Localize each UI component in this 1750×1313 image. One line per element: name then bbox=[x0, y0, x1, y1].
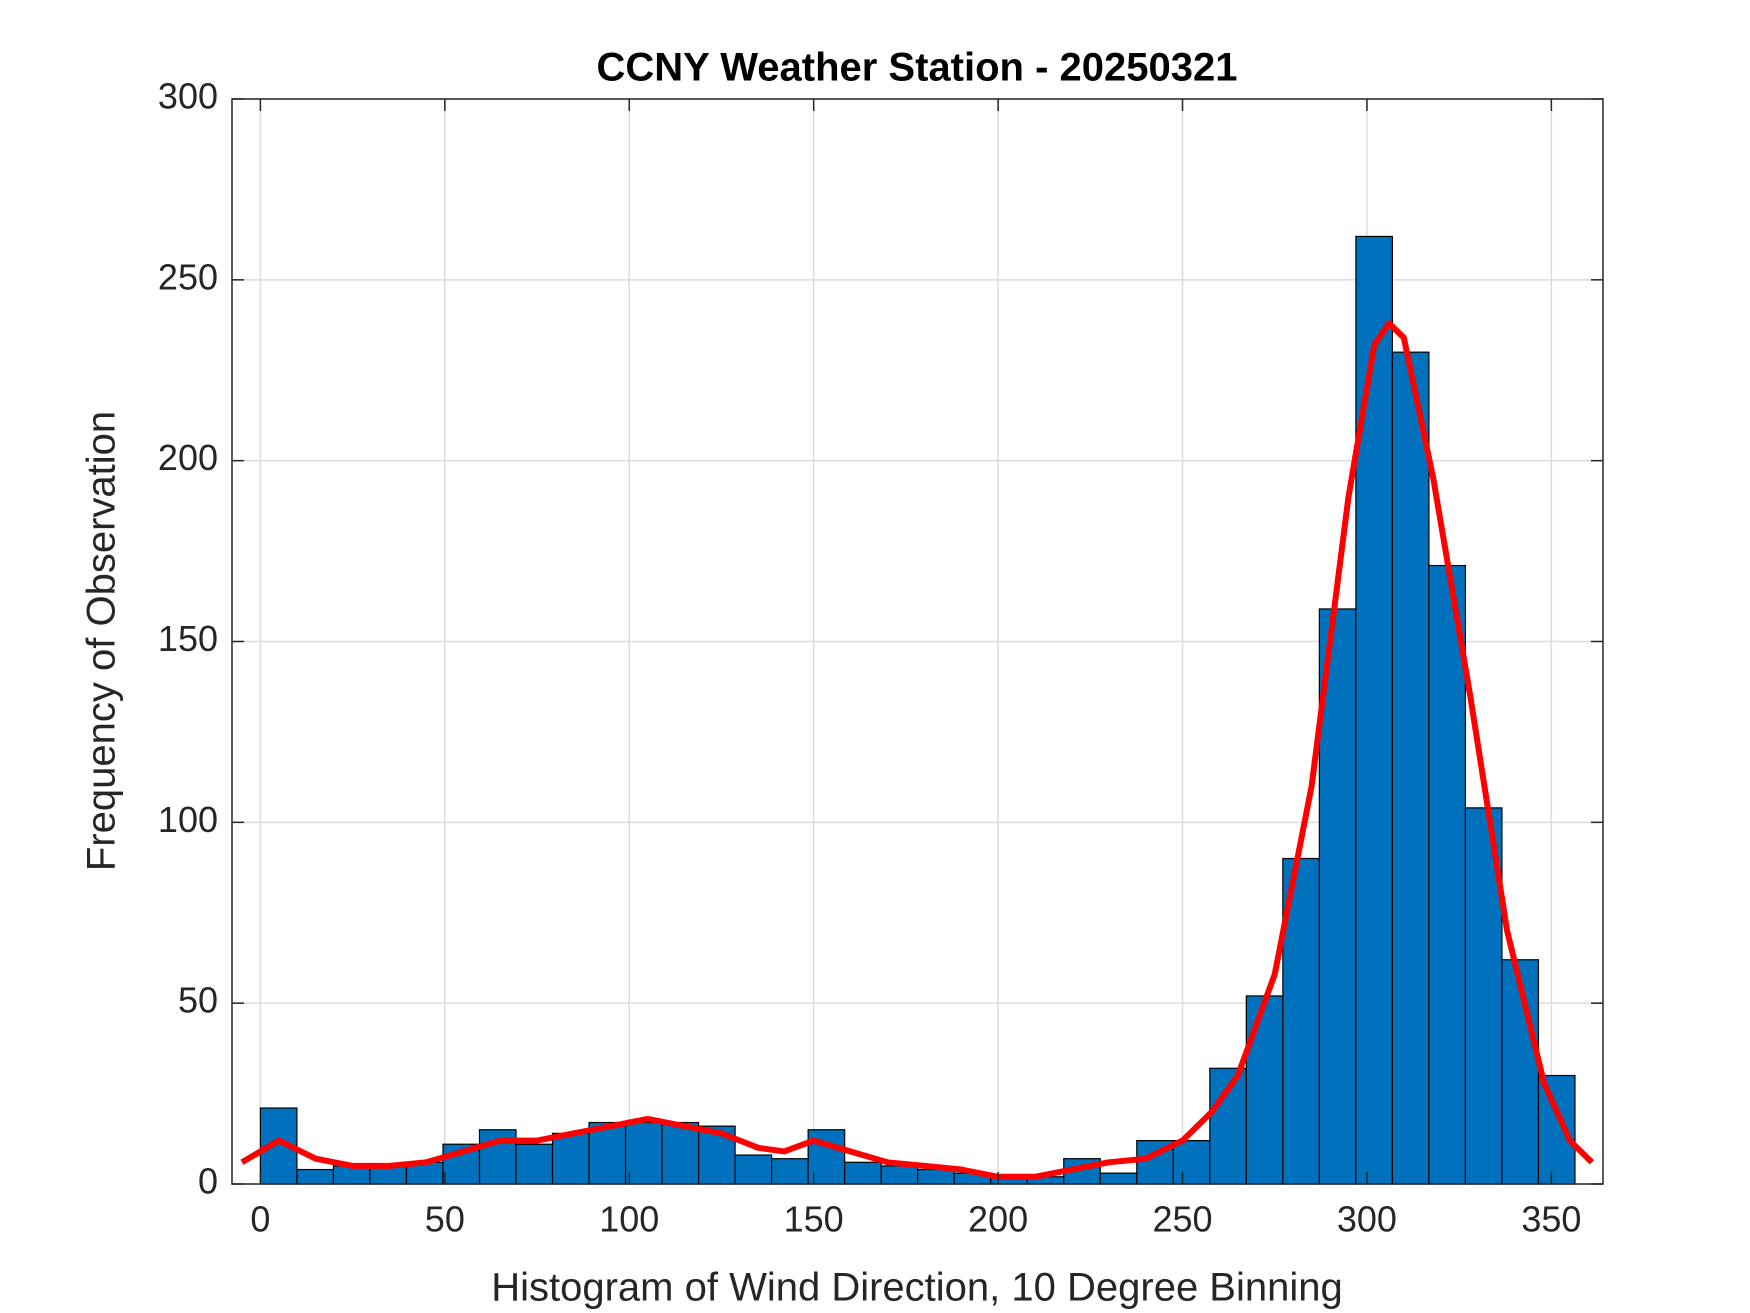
bar bbox=[515, 1143, 554, 1185]
x-tick-label: 300 bbox=[1337, 1199, 1397, 1240]
bar bbox=[917, 1168, 955, 1185]
bar bbox=[734, 1154, 773, 1185]
x-tick-label: 250 bbox=[1152, 1199, 1212, 1240]
bar bbox=[771, 1158, 809, 1185]
chart-title: CCNY Weather Station - 20250321 bbox=[597, 46, 1238, 90]
bar bbox=[624, 1121, 663, 1185]
bar bbox=[1428, 564, 1467, 1185]
x-tick-label: 350 bbox=[1521, 1199, 1581, 1240]
bar bbox=[1172, 1139, 1211, 1185]
y-tick-label: 150 bbox=[158, 618, 218, 659]
density-curve bbox=[240, 320, 1595, 1180]
x-axis-label: Histogram of Wind Direction, 10 Degree B… bbox=[491, 1266, 1343, 1310]
y-tick-label: 0 bbox=[198, 1161, 218, 1202]
bar bbox=[1391, 351, 1430, 1185]
y-tick-label: 100 bbox=[158, 799, 218, 840]
x-tick-label: 100 bbox=[599, 1199, 659, 1240]
bar bbox=[1245, 995, 1284, 1185]
plot-frame bbox=[231, 98, 1604, 1185]
y-tick-label: 200 bbox=[158, 437, 218, 478]
bar bbox=[551, 1132, 590, 1185]
bar bbox=[296, 1168, 335, 1185]
y-tick-label: 250 bbox=[158, 256, 218, 297]
bar bbox=[661, 1121, 700, 1185]
x-tick-label: 0 bbox=[250, 1199, 270, 1240]
y-tick-label: 300 bbox=[158, 76, 218, 117]
x-tick-label: 200 bbox=[968, 1199, 1028, 1240]
y-tick-label: 50 bbox=[178, 980, 218, 1021]
bar bbox=[844, 1161, 882, 1185]
x-tick-label: 50 bbox=[425, 1199, 465, 1240]
bar bbox=[1355, 235, 1393, 1185]
y-axis-label: Frequency of Observation bbox=[80, 411, 124, 871]
bar bbox=[1099, 1172, 1138, 1185]
bar bbox=[1537, 1074, 1576, 1185]
bar bbox=[880, 1165, 919, 1185]
bar bbox=[1318, 608, 1357, 1185]
bar bbox=[588, 1121, 627, 1185]
x-tick-label: 150 bbox=[784, 1199, 844, 1240]
